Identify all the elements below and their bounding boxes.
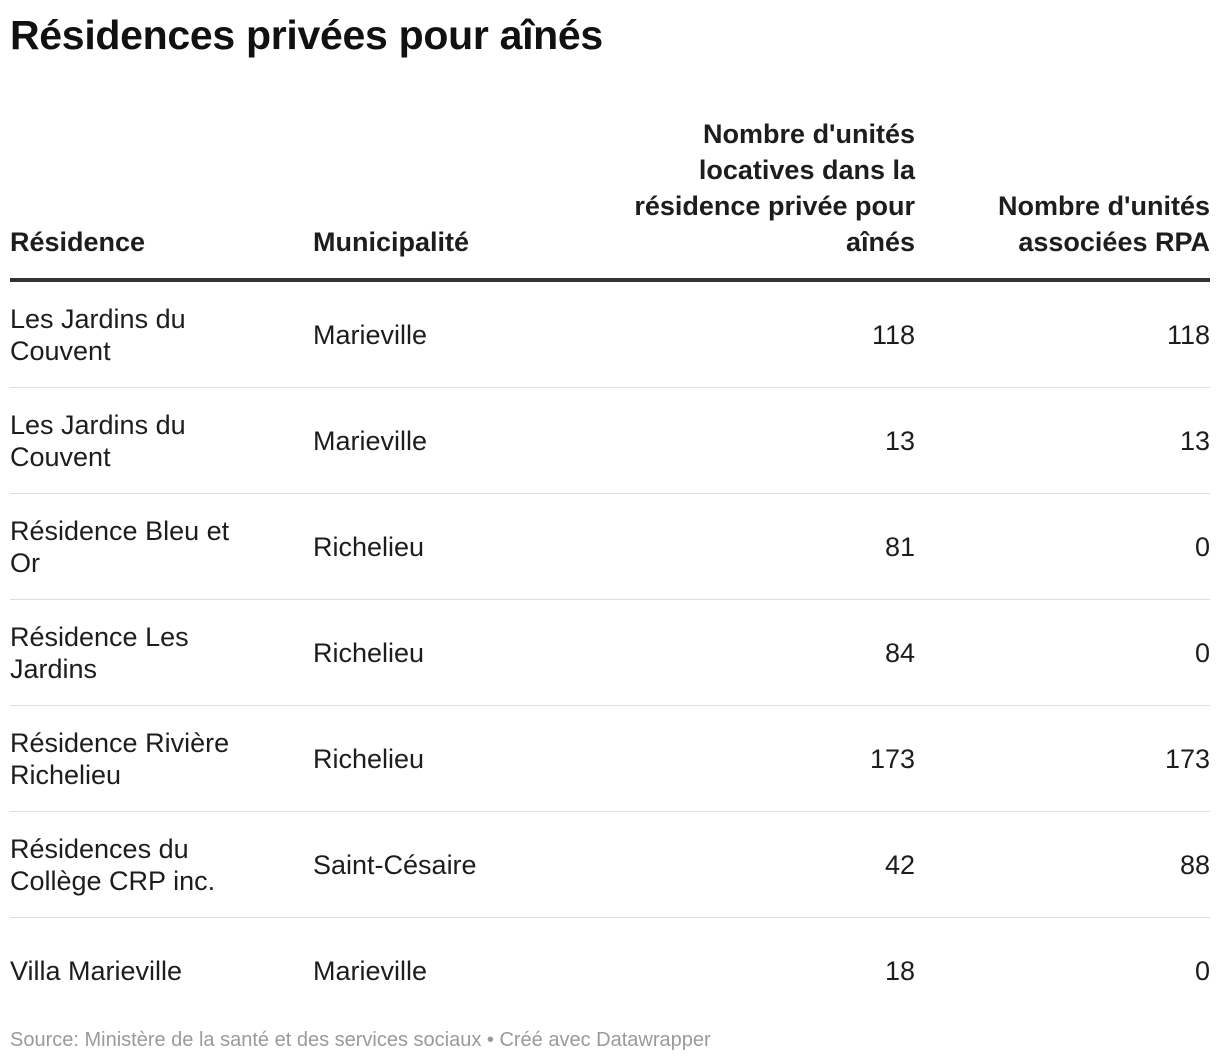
cell-unites-locatives: 84 [615, 599, 915, 706]
cell-municipalite: Marieville [313, 387, 615, 494]
chart-title: Résidences privées pour aînés [10, 12, 603, 58]
column-header-unites-rpa[interactable]: Nombre d'unités associées RPA [915, 112, 1210, 282]
header-row: Résidence Municipalité Nombre d'unités l… [10, 112, 1210, 282]
cell-residence: Les Jardins du Couvent [10, 280, 313, 388]
table-row: Villa Marieville Marieville 18 0 [10, 918, 1210, 1024]
table-header: Résidence Municipalité Nombre d'unités l… [10, 112, 1210, 282]
data-table-container: Résidence Municipalité Nombre d'unités l… [10, 112, 1210, 1023]
table-row: Résidences du Collège CRP inc. Saint-Césa… [10, 811, 1210, 918]
cell-unites-rpa: 118 [915, 280, 1210, 388]
cell-unites-locatives: 81 [615, 493, 915, 600]
cell-residence: Résidence Bleu et Or [10, 493, 313, 600]
column-header-residence[interactable]: Résidence [10, 112, 313, 282]
cell-unites-locatives: 42 [615, 811, 915, 918]
table-body: Les Jardins du Couvent Marieville 118 118 Le… [10, 280, 1210, 1023]
cell-municipalite: Marieville [313, 280, 615, 388]
table-row: Résidence Bleu et Or Richelieu 81 0 [10, 493, 1210, 600]
cell-residence: Résidence Les Jardins [10, 599, 313, 706]
cell-unites-locatives: 173 [615, 705, 915, 812]
cell-unites-rpa: 173 [915, 705, 1210, 812]
cell-unites-rpa: 13 [915, 387, 1210, 494]
cell-unites-locatives: 13 [615, 387, 915, 494]
cell-unites-locatives: 18 [884, 955, 915, 986]
cell-unites-rpa: 0 [915, 493, 1210, 600]
cell-unites-rpa: 0 [915, 599, 1210, 706]
table-row: Les Jardins du Couvent Marieville 13 13 [10, 387, 1210, 494]
table-row: Résidence Rivière Richelieu Richelieu 173 1… [10, 705, 1210, 812]
cell-municipalite: Richelieu [313, 599, 615, 706]
cell-unites-rpa: 0 [1194, 955, 1210, 986]
cell-residence: Résidences du Collège CRP inc. [10, 811, 313, 918]
column-header-unites-locatives[interactable]: Nombre d'unités locatives dans la réside… [615, 112, 915, 282]
cell-unites-rpa: 88 [915, 811, 1210, 918]
cell-residence: Les Jardins du Couvent [10, 387, 313, 494]
cell-municipalite: Marieville [313, 955, 428, 986]
column-header-municipalite[interactable]: Municipalité [313, 112, 615, 282]
source-footer: Source: Ministère de la santé et des ser… [10, 1029, 711, 1051]
cell-unites-locatives: 118 [615, 280, 915, 388]
cell-municipalite: Saint-Césaire [313, 811, 615, 918]
data-table: Résidence Municipalité Nombre d'unités l… [10, 112, 1210, 1023]
cell-municipalite: Richelieu [313, 705, 615, 812]
table-row: Résidence Les Jardins Richelieu 84 0 [10, 599, 1210, 706]
cell-residence: Résidence Rivière Richelieu [10, 705, 313, 812]
cell-residence: Villa Marieville [10, 955, 183, 986]
cell-municipalite: Richelieu [313, 493, 615, 600]
table-row: Les Jardins du Couvent Marieville 118 118 [10, 280, 1210, 388]
